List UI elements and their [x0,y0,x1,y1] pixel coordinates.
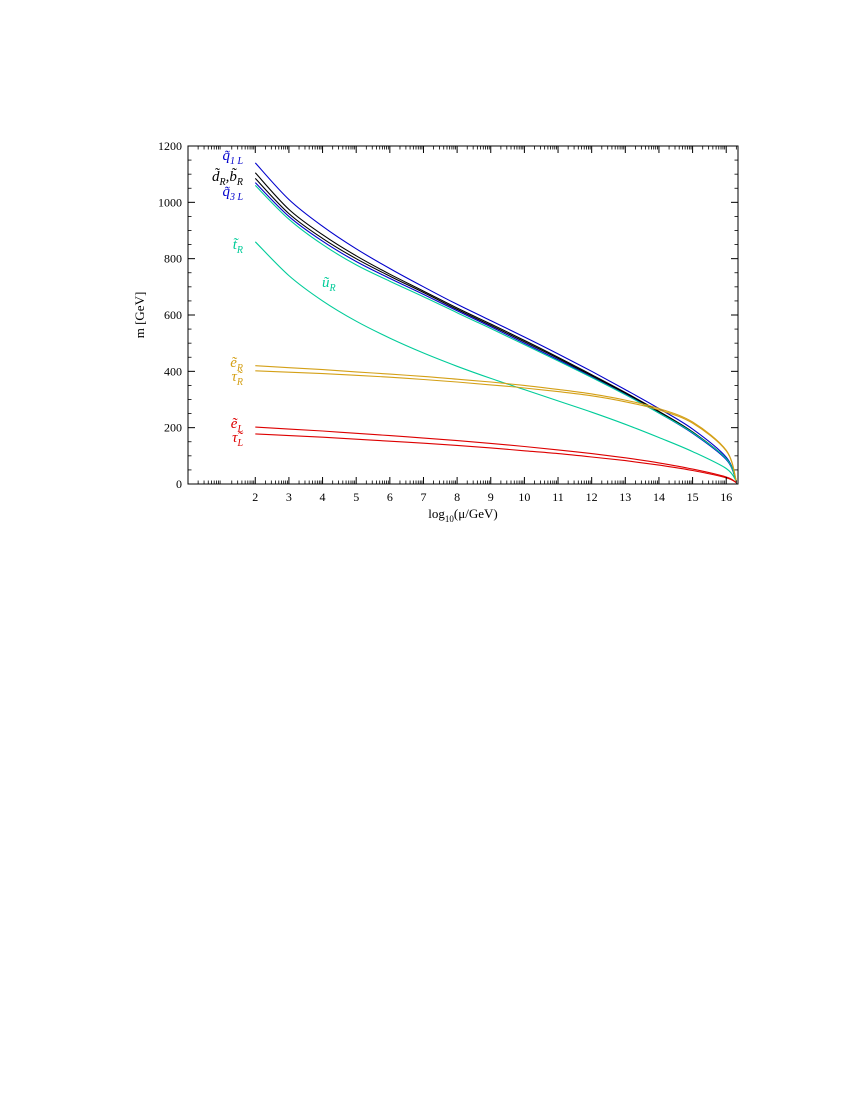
x-tick-label: 3 [286,490,292,504]
series-label-8: ẽL [231,416,244,435]
x-tick-label: 9 [488,490,494,504]
x-tick-label: 7 [420,490,426,504]
series-label-base: q̃ [222,184,230,200]
y-tick-label: 200 [164,421,182,435]
plot-curves [254,162,737,484]
x-tick-label: 8 [454,490,460,504]
series-line-4 [254,185,737,482]
series-label-1: d̃R,b̃R [212,168,243,188]
x-tick-label: 13 [619,490,631,504]
series-label-base: ẽ [231,416,238,432]
series-label-sub: R [236,177,243,188]
series-line-2 [254,178,737,482]
series-label-6: ẽR [230,355,243,374]
x-axis-label-rest: (μ/GeV) [454,506,498,521]
series-label-3: q̃3 L [222,184,243,203]
x-axis-label: log10(μ/GeV) [428,506,497,524]
y-tick-label: 1000 [158,195,182,209]
x-axis-label-sub: 10 [445,514,455,524]
series-label-base: ũ [322,275,330,291]
series-line-1 [254,172,737,482]
x-tick-label: 10 [518,490,530,504]
x-tick-label: 11 [552,490,564,504]
series-label-sub: R [236,363,243,374]
series-label-base: b̃ [229,168,237,185]
series-line-6 [255,365,737,482]
tick-labels: 2 3 4 5 6 7 8 9 10 11 12 13 14 15 16 0 200 400 600 800 1000 1… [158,139,732,504]
axis-ticks [188,145,738,485]
series-label-5-b: ũR [322,275,336,294]
x-tick-label: 6 [387,490,393,504]
y-tick-label: 600 [164,308,182,322]
y-tick-label: 800 [164,252,182,266]
series-label-sub: 1 L [230,156,244,167]
x-axis-label-base: log [428,506,445,521]
y-axis-label: m [GeV] [132,292,147,339]
x-tick-label: 16 [720,490,732,504]
series-label-base: t̃ [233,237,239,253]
series-label-sub: R [219,177,226,188]
x-tick-label: 15 [687,490,699,504]
series-label-sub: R [236,377,243,388]
series-line-7 [255,370,737,482]
series-line-9 [255,433,737,484]
series-label-sub: R [236,245,243,256]
x-tick-label: 5 [353,490,359,504]
series-label-sub: R [329,283,336,294]
series-label-base: ẽ [230,355,237,371]
y-tick-label: 0 [176,477,182,491]
series-label-sep: , [226,169,230,185]
y-tick-label: 400 [164,364,182,378]
series-label-sub: L [236,438,243,449]
x-tick-label: 2 [252,490,258,504]
series-label-sub: L [236,424,243,435]
series-label-base: q̃ [222,148,230,164]
y-tick-label: 1200 [158,139,182,153]
series-label-9: τ̃L [232,430,243,449]
series-label-5: t̃R [233,237,243,256]
series-label-7: τ̃R [232,369,243,388]
series-label-base: d̃ [212,168,220,185]
series-label-0: q̃1 L [222,148,243,167]
x-tick-label: 14 [653,490,665,504]
series-label-sub: 3 L [229,192,244,203]
series-line-3 [254,182,737,482]
series-line-0 [254,162,737,482]
x-tick-label: 12 [586,490,598,504]
series-line-8 [255,426,737,484]
x-tick-label: 4 [320,490,326,504]
